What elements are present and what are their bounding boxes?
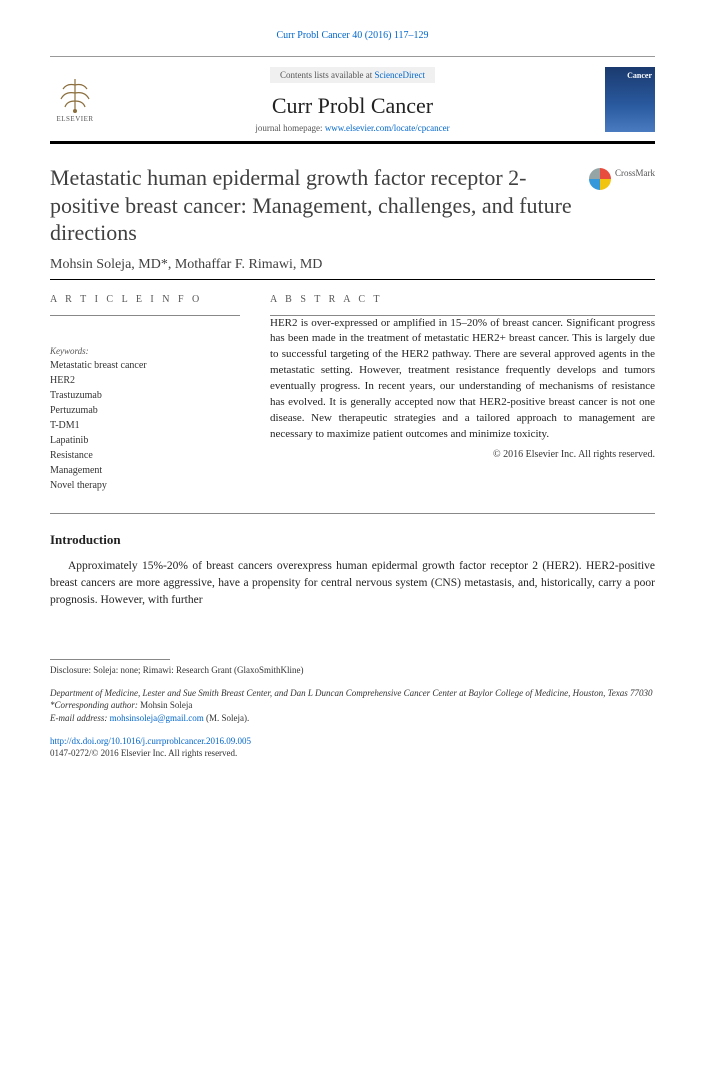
publisher-name: ELSEVIER [56,115,93,123]
keyword-item: Trastuzumab [50,388,240,403]
keyword-item: Novel therapy [50,478,240,493]
crossmark-badge[interactable]: CrossMark [589,168,655,247]
info-abstract-row: A R T I C L E I N F O Keywords: Metastat… [50,294,655,493]
corresponding-label: *Corresponding author: [50,700,140,710]
doi-block: http://dx.doi.org/10.1016/j.currproblcan… [50,735,655,760]
keyword-item: T-DM1 [50,418,240,433]
keyword-item: HER2 [50,373,240,388]
homepage-prefix: journal homepage: [255,123,324,133]
contents-lists-line: Contents lists available at ScienceDirec… [270,67,435,83]
article-title: Metastatic human epidermal growth factor… [50,164,574,247]
introduction-heading: Introduction [50,532,655,548]
issn-copyright-line: 0147-0272/© 2016 Elsevier Inc. All right… [50,747,655,760]
keywords-label: Keywords: [50,346,240,356]
keyword-item: Pertuzumab [50,403,240,418]
keywords-list: Metastatic breast cancer HER2 Trastuzuma… [50,358,240,493]
journal-name: Curr Probl Cancer [112,93,593,119]
article-info-column: A R T I C L E I N F O Keywords: Metastat… [50,294,240,493]
abstract-copyright: © 2016 Elsevier Inc. All rights reserved… [270,449,655,460]
corresponding-author-line: *Corresponding author: Mohsin Soleja [50,699,655,712]
footer-rule-1 [50,659,170,660]
email-suffix: (M. Soleja). [204,713,250,723]
abstract-text: HER2 is over-expressed or amplified in 1… [270,316,655,444]
abstract-heading: A B S T R A C T [270,294,655,305]
journal-center: Contents lists available at ScienceDirec… [112,65,593,133]
abstract-bottom-rule [50,513,655,514]
title-rule [50,279,655,280]
crossmark-label: CrossMark [615,168,655,178]
article-info-heading: A R T I C L E I N F O [50,294,240,305]
corresponding-author: Mohsin Soleja [140,700,192,710]
email-label: E-mail address: [50,713,110,723]
article-info-rule [50,315,240,316]
crossmark-icon [589,168,611,190]
email-link[interactable]: mohsinsoleja@gmail.com [110,713,204,723]
affiliation-line: Department of Medicine, Lester and Sue S… [50,687,655,700]
sciencedirect-link[interactable]: ScienceDirect [375,70,425,80]
keyword-item: Lapatinib [50,433,240,448]
email-line: E-mail address: mohsinsoleja@gmail.com (… [50,712,655,725]
homepage-line: journal homepage: www.elsevier.com/locat… [112,123,593,133]
elsevier-logo[interactable]: ELSEVIER [50,69,100,129]
header-citation: Curr Probl Cancer 40 (2016) 117–129 [50,30,655,41]
contents-prefix: Contents lists available at [280,70,374,80]
abstract-column: A B S T R A C T HER2 is over-expressed o… [270,294,655,493]
authors-line: Mohsin Soleja, MD*, Mothaffar F. Rimawi,… [50,257,655,273]
journal-cover-thumbnail[interactable] [605,67,655,132]
doi-link[interactable]: http://dx.doi.org/10.1016/j.currproblcan… [50,736,251,746]
elsevier-tree-icon [55,75,95,115]
homepage-link[interactable]: www.elsevier.com/locate/cpcancer [325,123,450,133]
footer-block: Disclosure: Soleja: none; Rimawi: Resear… [50,659,655,760]
disclosure-line: Disclosure: Soleja: none; Rimawi: Resear… [50,664,655,677]
keyword-item: Management [50,463,240,478]
keyword-item: Resistance [50,448,240,463]
introduction-paragraph: Approximately 15%-20% of breast cancers … [50,558,655,610]
title-row: Metastatic human epidermal growth factor… [50,164,655,247]
keyword-item: Metastatic breast cancer [50,358,240,373]
journal-banner: ELSEVIER Contents lists available at Sci… [50,56,655,144]
